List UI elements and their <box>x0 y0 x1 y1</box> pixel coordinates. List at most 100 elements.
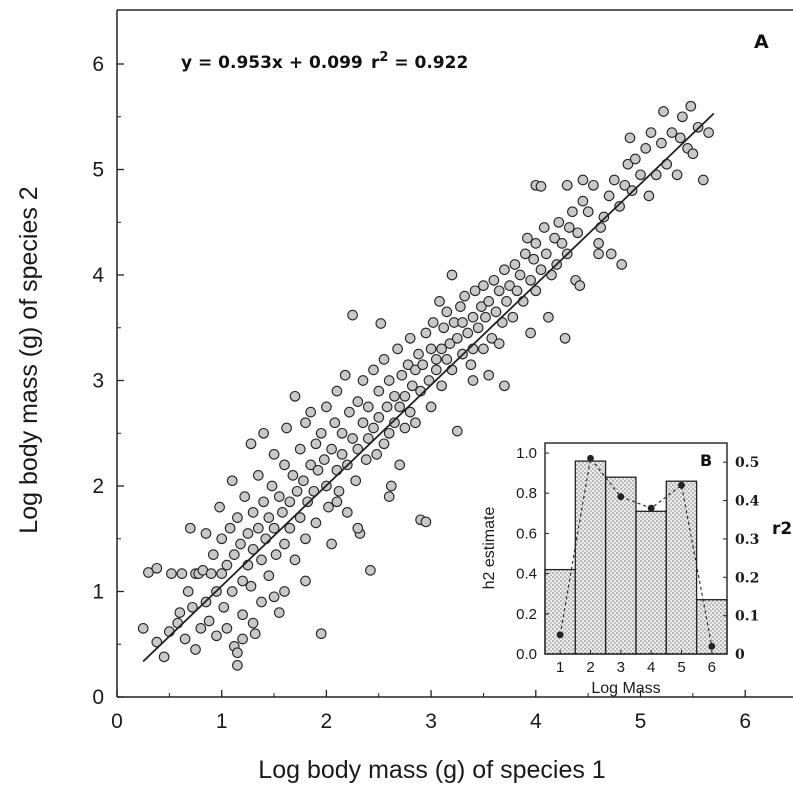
scatter-point <box>535 264 547 276</box>
scatter-point <box>226 586 238 597</box>
x-tick-label: 3 <box>425 710 437 733</box>
inset-ticks: 1 2 3 4 5 6 0.0 0.2 0.4 0.6 0.8 1.0 0 0.1 0.2 0.3 0.4 0.5 <box>516 445 759 676</box>
inset-x-tick-label: 2 <box>586 659 594 676</box>
scatter-point <box>577 195 589 207</box>
scatter-point <box>368 364 379 376</box>
scatter-point <box>310 517 322 529</box>
inset-y-left-tick-label: 1.0 <box>516 445 537 462</box>
y-tick-label: 2 <box>92 475 104 498</box>
scatter-point <box>574 280 586 291</box>
scatter-point <box>362 401 374 413</box>
scatter-point <box>504 280 515 291</box>
scatter-point <box>289 390 301 402</box>
scatter-point <box>640 143 652 154</box>
scatter-point <box>187 601 198 613</box>
scatter-point <box>563 222 575 233</box>
scatter-point <box>245 580 257 592</box>
h2-bar <box>605 476 637 655</box>
scatter-point <box>232 647 243 659</box>
scatter-point <box>501 296 512 307</box>
scatter-point <box>258 496 269 508</box>
inset-y-left-title: h2 estimate <box>481 507 498 590</box>
y-tick-label: 6 <box>92 53 104 76</box>
panel-a-label: A <box>754 31 769 53</box>
scatter-point <box>434 296 445 307</box>
scatter-point <box>559 332 571 344</box>
scatter-point <box>635 169 646 181</box>
scatter-point <box>530 285 542 297</box>
scatter-point <box>540 248 552 260</box>
scatter-point <box>483 369 495 381</box>
scatter-point <box>446 364 458 376</box>
scatter-point <box>207 549 219 560</box>
inset-x-tick-label: 4 <box>647 659 655 676</box>
scatter-point <box>284 522 296 534</box>
scatter-point <box>619 179 631 191</box>
x-tick-label: 2 <box>321 710 333 733</box>
r2-point <box>647 504 655 512</box>
scatter-point <box>593 248 604 260</box>
h2-bar <box>544 568 576 655</box>
scatter-point <box>451 425 463 437</box>
scatter-point <box>176 568 188 579</box>
scatter-point <box>256 596 267 608</box>
scatter-point <box>232 512 243 523</box>
inset-x-tick-label: 6 <box>708 659 716 676</box>
inset-x-tick-label: 1 <box>556 659 564 676</box>
scatter-point <box>394 401 406 413</box>
scatter-point <box>373 385 385 397</box>
scatter-point <box>480 311 491 323</box>
scatter-point <box>451 332 463 344</box>
scatter-point <box>572 227 584 239</box>
scatter-point <box>519 248 531 260</box>
h2-bar <box>574 460 607 655</box>
scatter-point <box>436 343 447 355</box>
scatter-point <box>237 609 248 621</box>
inset-y-left-tick-label: 0.2 <box>516 606 537 623</box>
scatter-point <box>553 216 565 228</box>
scatter-point <box>237 633 248 645</box>
scatter-point <box>499 264 510 276</box>
scatter-point <box>549 232 560 244</box>
x-tick-label: 6 <box>739 710 751 733</box>
r2-superscript: 2 <box>379 50 388 65</box>
scatter-point <box>352 522 364 534</box>
scatter-point <box>151 562 163 574</box>
inset-r2-line <box>556 454 716 650</box>
scatter-point <box>671 169 683 181</box>
scatter-point <box>331 385 343 397</box>
scatter-point <box>465 359 477 371</box>
h2-bar <box>635 510 667 655</box>
scatter-point <box>143 567 154 578</box>
scatter-point <box>357 417 369 429</box>
scatter-point <box>184 522 196 534</box>
scatter-point <box>420 327 432 339</box>
scatter-point <box>362 433 374 444</box>
scatter-point <box>305 459 317 471</box>
scatter-point <box>263 512 275 523</box>
scatter-point <box>232 660 243 671</box>
inset-y-right-tick-label: 0.1 <box>735 609 759 625</box>
scatter-point <box>339 369 351 381</box>
scatter-point <box>182 586 194 597</box>
scatter-point <box>279 538 290 550</box>
inset-bars <box>544 460 728 655</box>
scatter-point <box>291 485 303 497</box>
scatter-point <box>493 338 505 349</box>
scatter-point <box>270 549 282 560</box>
scatter-point <box>383 491 395 502</box>
scatter-point <box>221 623 233 634</box>
scatter-point <box>525 327 536 339</box>
scatter-point <box>582 206 594 218</box>
scatter-point <box>517 296 529 307</box>
panel-b-label: B <box>700 451 712 470</box>
inset-y-right-title: r2 <box>772 519 792 539</box>
scatter-point <box>347 309 358 321</box>
scatter-point <box>344 406 355 418</box>
scatter-point <box>300 575 311 587</box>
scatter-point <box>567 206 578 218</box>
scatter-point <box>151 636 163 648</box>
scatter-point <box>226 475 238 487</box>
scatter-point <box>476 301 487 312</box>
